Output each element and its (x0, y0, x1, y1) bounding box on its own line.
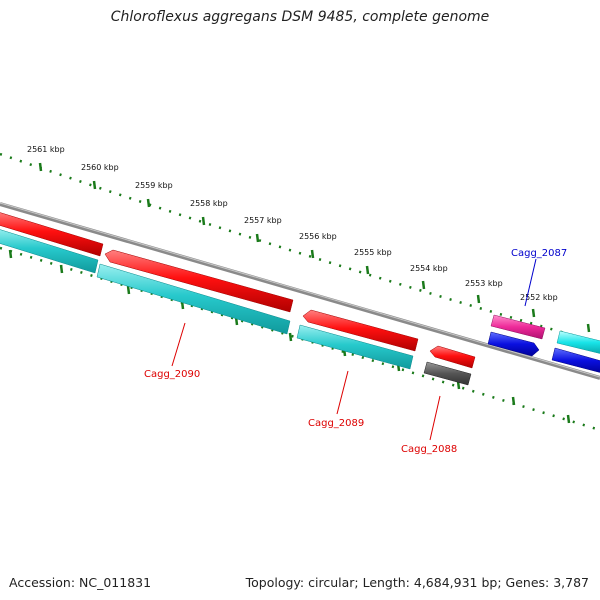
genome-backbone (0, 202, 600, 380)
major-tick (38, 162, 43, 172)
genome-backbone-highlight (0, 202, 600, 378)
genome-summary-label: Topology: circular; Length: 4,684,931 bp… (245, 575, 589, 590)
accession-label: Accession: NC_011831 (9, 575, 152, 590)
major-tick (531, 308, 536, 318)
tick-label: 2560 kbp (81, 163, 119, 172)
gene-block-reverse[interactable] (296, 324, 414, 370)
gene-arrow-forward[interactable] (0, 211, 104, 257)
major-tick (126, 285, 131, 295)
major-tick (288, 332, 293, 342)
gene-block-blue[interactable] (551, 347, 600, 373)
tick-label: 2561 kbp (27, 145, 65, 154)
tick-label: 2558 kbp (190, 199, 228, 208)
major-tick (201, 216, 206, 226)
gene-block-cyan[interactable] (556, 330, 600, 354)
major-tick (310, 249, 315, 259)
gene-arrow-blue[interactable] (487, 331, 540, 357)
major-ticks-outer (38, 162, 591, 333)
tick-label: 2552 kbp (520, 293, 558, 302)
tick-label: 2553 kbp (465, 279, 503, 288)
tick-label: 2556 kbp (299, 232, 337, 241)
gene-label-cagg-2088[interactable]: Cagg_2088 (401, 444, 457, 455)
major-tick (365, 265, 370, 275)
gene-label-cagg-2089[interactable]: Cagg_2089 (308, 418, 364, 429)
leader-line-cagg-2087 (524, 258, 537, 307)
gene-block-reverse[interactable] (96, 263, 291, 335)
tick-label: 2555 kbp (354, 248, 392, 257)
tick-labels: 2561 kbp 2560 kbp 2559 kbp 2558 kbp 2557 kbp… (27, 145, 558, 302)
major-tick (146, 198, 151, 208)
outer-tick-track (0, 152, 600, 345)
leader-line-cagg-2089 (336, 370, 349, 415)
gene-arrow-cagg-2088[interactable] (429, 345, 476, 369)
leader-line-cagg-2088 (429, 395, 441, 441)
gene-block-pseudo[interactable] (423, 361, 472, 386)
tick-label: 2554 kbp (410, 264, 448, 273)
major-ticks-inner (8, 249, 571, 424)
major-tick (59, 264, 64, 274)
major-tick (586, 323, 591, 333)
gene-arrow-cagg-2087[interactable] (490, 314, 546, 340)
leader-line-cagg-2090 (171, 322, 186, 367)
major-tick (476, 294, 481, 304)
gene-arrow-cagg-2089[interactable] (302, 309, 419, 352)
major-tick (511, 396, 516, 406)
gene-label-cagg-2090[interactable]: Cagg_2090 (144, 369, 200, 380)
tick-label: 2559 kbp (135, 181, 173, 190)
gene-arrow-cagg-2090[interactable] (104, 249, 294, 313)
major-tick (566, 414, 571, 424)
major-tick (92, 180, 97, 190)
gene-block-reverse[interactable] (0, 228, 99, 274)
major-tick (421, 280, 426, 290)
map-title: Chloroflexus aggregans DSM 9485, complet… (110, 9, 490, 25)
tick-label: 2557 kbp (244, 216, 282, 225)
major-tick (255, 233, 260, 243)
gene-label-cagg-2087[interactable]: Cagg_2087 (511, 248, 567, 259)
major-tick (8, 249, 13, 259)
